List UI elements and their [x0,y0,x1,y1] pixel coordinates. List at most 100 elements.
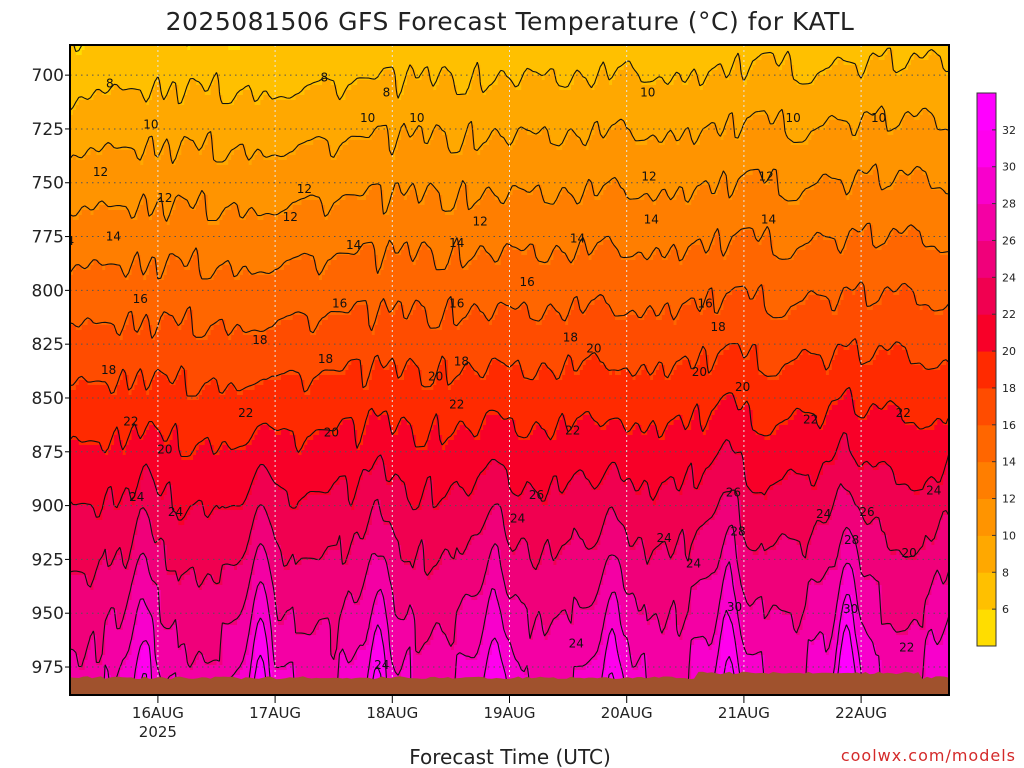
temperature-cell [119,210,124,271]
temperature-cell [163,145,168,221]
temperature-cell [576,420,581,476]
temperature-cell [726,255,730,296]
temperature-cell [928,430,933,481]
temperature-cell [225,510,229,566]
temperature-cell [755,435,760,496]
temperature-cell [307,45,311,91]
temperature-cell [245,555,250,601]
temperature-cell [910,425,915,491]
temperature-cell [846,290,850,351]
temperature-cell [773,320,777,381]
contour-label: 12 [157,191,172,205]
temperature-cell [415,80,420,131]
temperature-cell [488,465,493,516]
temperature-cell [609,600,613,636]
temperature-cell [814,415,818,491]
temperature-cell [828,120,833,181]
temperature-cell [313,495,317,561]
temperature-cell [811,85,815,136]
temperature-cell [937,55,941,131]
temperature-cell [365,45,370,81]
temperature-cell [881,410,886,466]
temperature-cell [790,615,795,695]
temperature-cell [283,265,288,321]
temperature-cell [735,140,739,191]
temperature-cell [691,590,695,646]
temperature-cell [131,505,136,551]
temperature-cell [913,425,918,496]
temperature-cell [327,45,332,81]
temperature-cell [735,495,739,546]
temperature-cell [673,200,678,246]
temperature-cell [846,45,850,66]
temperature-cell [157,280,162,331]
temperature-cell [500,140,505,206]
temperature-cell [301,560,305,636]
temperature-cell [371,470,376,511]
temperature-cell [225,565,229,626]
temperature-cell [278,160,282,216]
temperature-cell [389,580,393,646]
y-tick-label: 975 [32,658,64,678]
temperature-cell [887,190,891,241]
temperature-cell [204,385,209,441]
temperature-cell [210,85,215,136]
temperature-cell [292,45,297,101]
temperature-cell [861,470,865,516]
temperature-cell [272,215,276,276]
temperature-cell [143,45,147,101]
temperature-cell [670,250,675,316]
temperature-cell [606,370,610,426]
temperature-cell [679,640,683,691]
temperature-cell [500,255,505,306]
temperature-cell [653,310,657,376]
temperature-cell [535,380,540,426]
temperature-cell [149,470,153,521]
temperature-cell [770,45,774,56]
temperature-cell [650,380,654,426]
temperature-cell [125,45,130,91]
temperature-cell [298,315,303,376]
temperature-cell [143,470,147,511]
temperature-cell [207,280,212,336]
contour-label: 30 [843,602,858,616]
temperature-cell [503,305,508,366]
temperature-cell [301,200,305,256]
temperature-cell [111,445,115,491]
temperature-cell [576,45,581,71]
temperature-cell [354,660,358,695]
temperature-cell [286,615,291,666]
temperature-cell [348,420,352,501]
temperature-cell [201,280,206,341]
temperature-cell [793,360,798,416]
temperature-cell [275,155,279,221]
temperature-cell [424,70,429,146]
temperature-cell [368,525,373,566]
temperature-cell [705,430,710,471]
temperature-cell [770,550,774,611]
temperature-cell [556,85,560,151]
temperature-cell [617,560,622,606]
temperature-cell [626,45,631,66]
temperature-cell [726,45,730,81]
temperature-cell [878,180,883,251]
temperature-cell [638,145,642,201]
temperature-cell [617,125,622,186]
temperature-cell [808,190,812,246]
temperature-cell [409,255,414,316]
temperature-cell [609,85,613,131]
temperature-cell [732,45,736,71]
temperature-cell [105,145,109,206]
temperature-cell [497,645,502,691]
temperature-cell [184,575,188,646]
temperature-cell [623,430,628,486]
temperature-cell [102,325,106,386]
temperature-cell [817,235,821,296]
temperature-cell [374,255,379,326]
temperature-cell [198,655,203,695]
temperature-cell [81,575,86,671]
temperature-cell [190,460,194,511]
temperature-cell [70,325,74,391]
temperature-cell [711,195,716,246]
temperature-cell [363,140,367,201]
